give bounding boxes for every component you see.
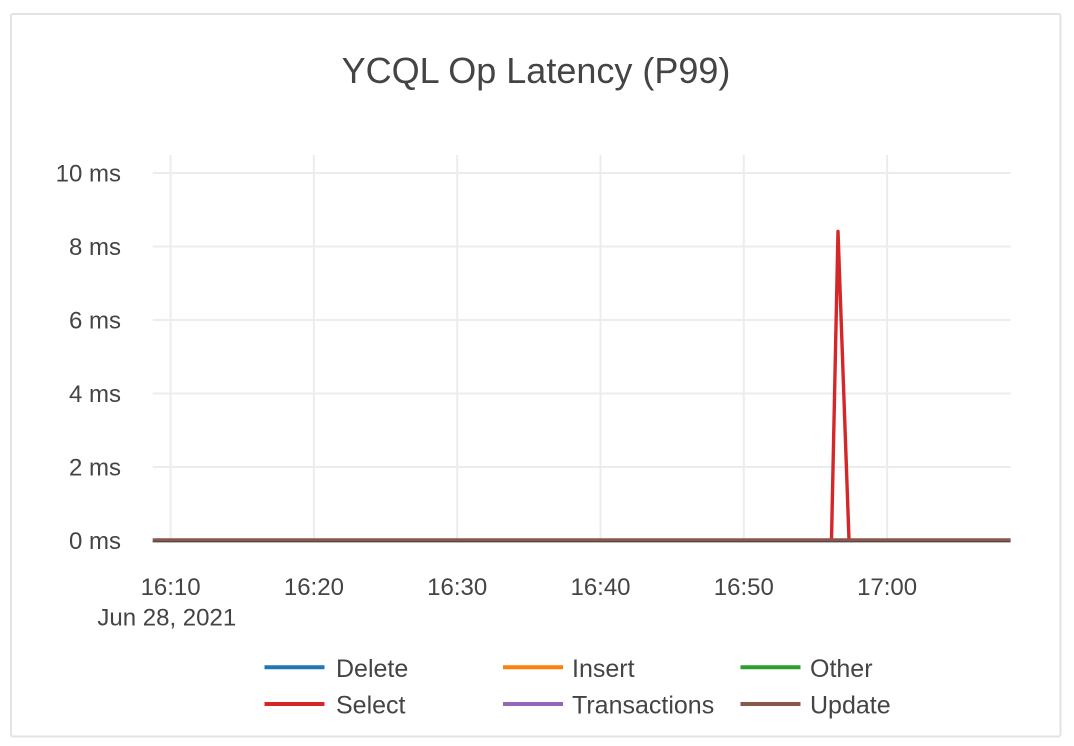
svg-text:8 ms: 8 ms (69, 234, 121, 261)
svg-text:16:40: 16:40 (570, 574, 630, 601)
svg-text:16:20: 16:20 (284, 574, 344, 601)
svg-text:4 ms: 4 ms (69, 381, 121, 408)
svg-text:Other: Other (810, 655, 873, 683)
svg-text:Update: Update (810, 692, 891, 720)
svg-text:6 ms: 6 ms (69, 308, 121, 335)
svg-text:2 ms: 2 ms (69, 455, 121, 482)
svg-text:10 ms: 10 ms (56, 161, 121, 188)
svg-text:Jun 28, 2021: Jun 28, 2021 (97, 605, 236, 632)
svg-text:16:10: 16:10 (141, 574, 201, 601)
svg-text:0 ms: 0 ms (69, 528, 121, 555)
svg-text:16:50: 16:50 (714, 574, 774, 601)
svg-text:Select: Select (336, 692, 406, 720)
svg-text:Insert: Insert (572, 655, 635, 683)
svg-text:Delete: Delete (336, 655, 408, 683)
svg-text:Transactions: Transactions (572, 692, 714, 720)
svg-text:YCQL Op Latency (P99): YCQL Op Latency (P99) (342, 50, 731, 91)
svg-text:16:30: 16:30 (427, 574, 487, 601)
svg-text:17:00: 17:00 (857, 574, 917, 601)
